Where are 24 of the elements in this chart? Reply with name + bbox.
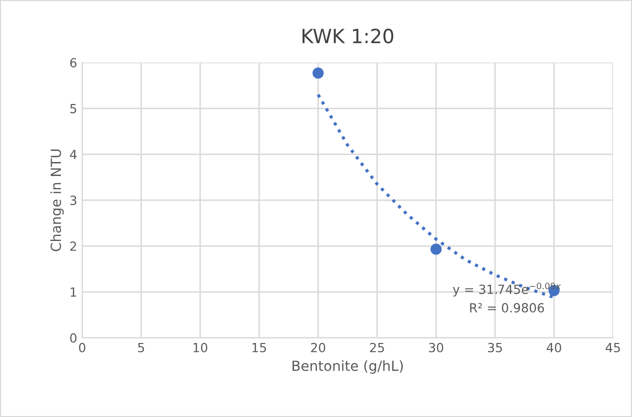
x-tick-label: 25 xyxy=(370,342,384,352)
x-tick-label: 15 xyxy=(252,343,266,352)
x-tick-label: 20 xyxy=(311,342,326,352)
x-tick-label: 0 xyxy=(79,342,86,352)
annotation: y = 31.745e$^{−0.09x}$ xyxy=(452,282,561,296)
y-tick-label: 6 xyxy=(70,58,77,68)
annotation: R² = 0.9806 xyxy=(470,303,544,312)
chart-title: KWK 1:20 xyxy=(302,28,394,44)
x-tick-label: 30 xyxy=(429,342,444,352)
x-tick-label: 40 xyxy=(546,342,562,352)
x-tick-label: 5 xyxy=(138,343,144,352)
x-axis-title: Bentonite (g/hL) xyxy=(292,360,403,374)
x-tick-label: 45 xyxy=(606,343,620,352)
y-tick-label: 3 xyxy=(70,196,76,206)
point xyxy=(312,68,324,79)
y-axis-title: Change in NTU xyxy=(50,150,64,252)
y-tick-label: 5 xyxy=(70,104,76,114)
y-tick-label: 2 xyxy=(70,242,76,251)
y-tick-label: 0 xyxy=(70,333,76,343)
y-tick-label: 1 xyxy=(70,288,76,297)
point xyxy=(430,244,442,255)
x-tick-label: 10 xyxy=(194,342,208,352)
y-tick-label: 4 xyxy=(70,150,77,160)
x-tick-label: 35 xyxy=(488,342,502,352)
